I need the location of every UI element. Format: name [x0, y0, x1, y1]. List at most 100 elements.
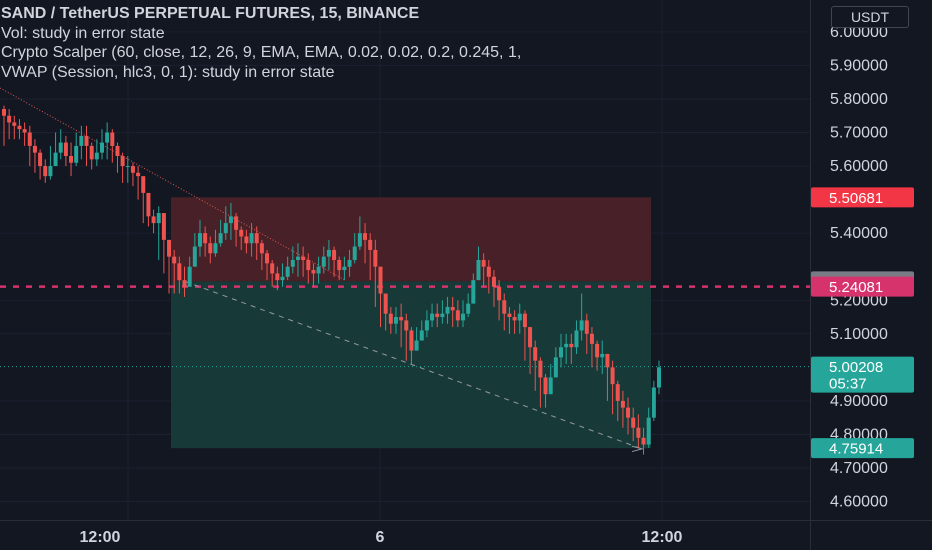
candle-body [69, 156, 74, 163]
candle-body [332, 249, 337, 260]
candle-body [146, 192, 151, 217]
chart-legend: SAND / TetherUS PERPETUAL FUTURES, 15, B… [0, 4, 521, 82]
candle-body [89, 145, 94, 160]
candle-body [259, 243, 264, 254]
candle-body [316, 266, 321, 274]
candle-body [63, 142, 68, 156]
candle-body [321, 256, 326, 267]
candle-body [636, 427, 641, 438]
candle-body [156, 213, 161, 224]
candle-body [414, 340, 419, 351]
candle-body [223, 223, 228, 234]
candle-body [110, 132, 115, 146]
price-tick-label: 6.00000 [830, 24, 888, 41]
candle-body [589, 333, 594, 344]
stop-loss-zone [171, 197, 651, 282]
indicator-vwap[interactable]: VWAP (Session, hlc3, 0, 1): study in err… [1, 63, 335, 81]
candle-body [600, 353, 605, 358]
candle-body [74, 145, 79, 163]
candle-body [130, 166, 135, 173]
candle-body [53, 152, 58, 167]
currency-selector[interactable]: USDT [831, 6, 909, 28]
candle-body [595, 343, 600, 358]
candle-body [497, 286, 502, 301]
candle-body [357, 233, 362, 247]
candles [2, 105, 661, 455]
candle-body [559, 347, 564, 358]
indicator-crypto-scalper[interactable]: Crypto Scalper (60, close, 12, 26, 9, EM… [1, 44, 522, 61]
candle-body [430, 313, 435, 321]
candle-body [280, 276, 285, 281]
candle-body [151, 216, 156, 224]
price-tick-label: 5.70000 [830, 125, 888, 142]
candle-body [399, 317, 404, 321]
candle-body [651, 387, 656, 418]
candle-body [522, 313, 527, 328]
candle-body [234, 216, 239, 230]
candle-body [22, 129, 27, 133]
candle-body [533, 347, 538, 361]
price-tick-label: 5.40000 [830, 225, 888, 242]
price-tag-label: 5.50681 [829, 190, 883, 207]
candle-body [105, 132, 110, 143]
candle-body [141, 176, 146, 193]
candle-body [646, 417, 651, 445]
candle-body [177, 263, 182, 281]
candle-body [27, 132, 32, 146]
candle-body [538, 360, 543, 378]
time-tick-label: 12:00 [642, 529, 683, 546]
candle-body [197, 233, 202, 247]
candle-body [58, 142, 63, 153]
candle-body [213, 243, 218, 254]
candle-body [161, 213, 166, 240]
candle-body [120, 156, 125, 167]
candle-body [620, 400, 625, 408]
price-tag [811, 276, 914, 297]
indicator-vol[interactable]: Vol: study in error state [1, 24, 165, 42]
candle-body [440, 313, 445, 318]
price-tag [811, 438, 914, 459]
candle-body [507, 313, 512, 318]
candle-body [172, 256, 177, 264]
countdown-label: 05:37 [829, 376, 867, 393]
candle-body [564, 343, 569, 348]
candle-body [94, 152, 99, 160]
candle-body [136, 172, 141, 177]
candle-body [409, 330, 414, 351]
candle-body [275, 273, 280, 281]
price-tick-label: 5.10000 [830, 326, 888, 343]
candle-body [517, 313, 522, 321]
candle-body [285, 266, 290, 277]
candle-body [228, 216, 233, 224]
candle-body [12, 122, 17, 126]
candle-body [455, 310, 460, 321]
price-tag-label: 5.24081 [829, 279, 883, 296]
take-profit-zone [171, 281, 651, 449]
candle-body [512, 317, 517, 321]
candle-body [167, 239, 172, 257]
price-tick-label: 4.60000 [830, 494, 888, 511]
candle-body [388, 313, 393, 324]
candle-body [352, 246, 357, 260]
candle-body [631, 417, 636, 428]
candle-body [342, 266, 347, 271]
candle-body [239, 229, 244, 237]
candle-body [615, 384, 620, 401]
candle-body [605, 353, 610, 368]
candle-body [368, 239, 373, 250]
candle-body [306, 260, 311, 271]
candle-body [363, 233, 368, 240]
candle-body [610, 367, 615, 385]
candle-body [99, 142, 104, 153]
candle-body [383, 293, 388, 314]
symbol-title[interactable]: SAND / TetherUS PERPETUAL FUTURES, 15, B… [1, 5, 420, 22]
price-tick-label: 5.90000 [830, 57, 888, 74]
candle-body [265, 253, 270, 264]
candle-body [125, 166, 130, 168]
candle-body [476, 260, 481, 281]
candle-body [254, 233, 259, 244]
time-axis: 12:00 6 12:00 [0, 520, 932, 546]
price-tag-label: 5.00208 [829, 359, 883, 376]
candle-body [48, 166, 53, 177]
